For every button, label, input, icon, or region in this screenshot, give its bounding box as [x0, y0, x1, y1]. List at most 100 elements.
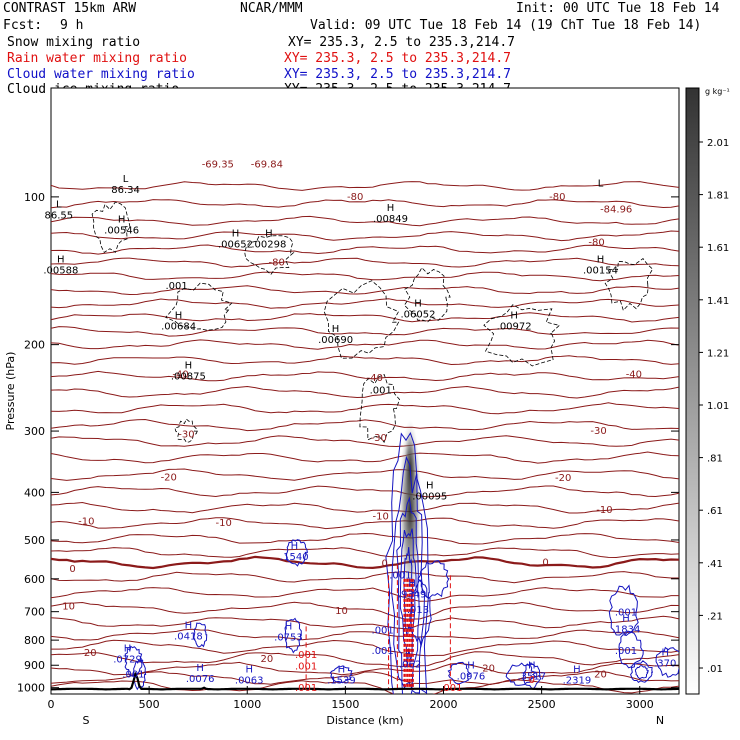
- contour-value-label: .001: [389, 571, 411, 582]
- isotherm-line: [51, 628, 679, 641]
- extremum-marker: H: [265, 229, 273, 240]
- y-axis-label: Pressure (hPa): [4, 352, 17, 431]
- isotherm-label: -69.35: [202, 160, 234, 171]
- contour-value-label: .001: [440, 683, 462, 694]
- extremum-value: .2319: [563, 676, 592, 687]
- extremum-marker: H: [573, 665, 581, 676]
- extremum-marker: H: [622, 614, 630, 625]
- isotherm-label: 0: [69, 564, 75, 575]
- colorbar-tick-label: 2.01: [707, 138, 729, 149]
- cloud-water-contour: [630, 660, 654, 683]
- extremum-marker: H: [57, 255, 65, 266]
- org-title: NCAR/MMM: [240, 1, 303, 16]
- y-tick-label: 900: [24, 659, 45, 672]
- y-tick-label: 1000: [17, 682, 45, 695]
- cloud-water-contour: [417, 560, 450, 600]
- isotherm-label: 10: [335, 606, 348, 617]
- x-tick-label: 1000: [233, 698, 261, 711]
- contour-value-label: .062: [399, 659, 421, 670]
- extremum-value: .1539: [327, 676, 356, 687]
- isotherm-label: -80: [588, 238, 604, 249]
- contour-value-label: .001: [295, 661, 317, 672]
- isotherm-line: [51, 418, 679, 432]
- extremum-marker: L: [123, 174, 129, 185]
- extremum-value: .00849: [373, 214, 408, 225]
- field-xy-rain: XY= 235.3, 2.5 to 235.3,214.7: [284, 51, 511, 66]
- x-tick-label: 500: [139, 698, 160, 711]
- extremum-value: .1834: [612, 625, 641, 636]
- isotherm-line: [51, 639, 679, 657]
- colorbar-tick-label: 1.01: [707, 401, 729, 412]
- x-tick-label: 2000: [430, 698, 458, 711]
- x-tick-label: 0: [48, 698, 55, 711]
- isotherm-label: -30: [371, 433, 387, 444]
- isotherm-line: [51, 547, 679, 559]
- extremum-marker: H: [124, 643, 132, 654]
- extremum-value: .00690: [318, 335, 353, 346]
- extremum-value: .0976: [457, 672, 486, 683]
- contour-value-label: .001: [295, 650, 317, 661]
- isotherm-line: [51, 215, 679, 227]
- extremum-marker: H: [332, 324, 340, 335]
- isotherm-label: 10: [62, 601, 75, 612]
- extremum-marker: H: [175, 311, 183, 322]
- extremum-marker: L: [56, 199, 62, 210]
- fcst-value: 9 h: [60, 18, 83, 33]
- extremum-value: 86.34: [111, 185, 140, 196]
- isotherm-line: [51, 532, 679, 545]
- fcst-label: Fcst:: [3, 18, 42, 33]
- y-tick-label: 700: [24, 606, 45, 619]
- isotherm-line: [51, 451, 679, 464]
- cloud-water-contour: [284, 617, 302, 654]
- extremum-marker: H: [185, 360, 193, 371]
- cloud-water-contour: [329, 665, 353, 684]
- colorbar-tick-label: 1.41: [707, 296, 729, 307]
- isotherm-label: -20: [555, 473, 571, 484]
- colorbar-unit: g kg⁻¹: [705, 87, 730, 96]
- isotherm-label: 0: [542, 558, 548, 569]
- extremum-value: .00972: [497, 322, 532, 333]
- cloud-ice-contour: [403, 267, 451, 323]
- extremum-value: .0753: [274, 632, 303, 643]
- isotherm-label: -80: [269, 257, 285, 268]
- isotherm-label: -69.84: [251, 160, 283, 171]
- cloud-ice-contour: [165, 282, 233, 331]
- extremum-value: .370: [654, 659, 676, 670]
- cloud-ice-contour: [91, 201, 131, 253]
- extremum-value: .00546: [104, 226, 139, 237]
- extremum-value: .0063: [235, 676, 264, 687]
- cloud-water-contour: [608, 584, 639, 636]
- extremum-marker: H: [661, 648, 669, 659]
- extremum-value: 86.55: [45, 210, 74, 221]
- extremum-value: .00298: [251, 240, 286, 251]
- isotherm-line: [51, 370, 679, 382]
- contour-labels: -80 -80 -80 -80 -69.35 -69.84 -84.96 -40 -40 -40 -…: [43, 160, 676, 694]
- isotherm-label: -80: [549, 192, 565, 203]
- isotherm-label: -40: [367, 373, 383, 384]
- colorbar-tick-label: .61: [707, 506, 723, 517]
- cloud-water-contour: [655, 646, 679, 678]
- cloud-ice-contour: [244, 235, 295, 276]
- isotherm-label: 20: [84, 648, 97, 659]
- contour-value-label: .001: [372, 646, 394, 657]
- isotherm-line: [51, 257, 679, 268]
- valid-time: Valid: 09 UTC Tue 18 Feb 14 (19 ChT Tue …: [310, 18, 701, 33]
- cloud-water-contour: [132, 658, 147, 691]
- isotherm-label: -80: [347, 192, 363, 203]
- x-end-right: N: [656, 714, 664, 727]
- cloud-water-contour: [447, 661, 473, 685]
- extremum-marker: H: [387, 203, 395, 214]
- isotherm-zero: [51, 555, 679, 570]
- cloud-water-contour: [391, 455, 426, 694]
- isotherm-line: [51, 298, 679, 309]
- cloud-water-contour: [285, 539, 309, 567]
- isotherm-line: [51, 468, 679, 481]
- isotherm-line: [51, 199, 679, 209]
- colorbar-tick-label: 1.61: [707, 243, 729, 254]
- extremum-marker: H: [510, 311, 518, 322]
- isotherm-label: -30: [590, 426, 606, 437]
- isotherm-line: [51, 517, 679, 530]
- cloud-ice-contour: [483, 304, 561, 367]
- field-name-cloud-water: Cloud water mixing ratio: [7, 67, 195, 82]
- isotherm-line: [51, 402, 679, 415]
